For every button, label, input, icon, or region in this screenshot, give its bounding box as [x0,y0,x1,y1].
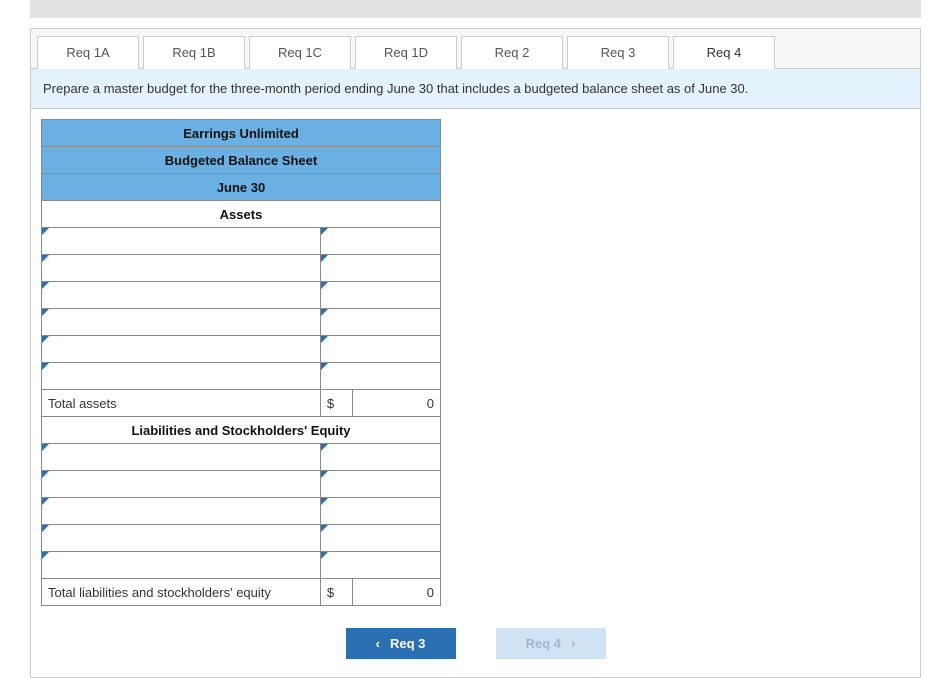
asset-label-input[interactable] [42,363,321,390]
nav-buttons: ‹ Req 3 Req 4 › [31,616,920,677]
asset-amount-input[interactable] [320,309,440,336]
liability-label-input[interactable] [42,498,321,525]
worksheet-area: Earrings Unlimited Budgeted Balance Shee… [31,109,920,616]
page-header-placeholder [30,0,921,18]
total-liabilities-row: Total liabilities and stockholders' equi… [42,579,441,606]
asset-row [42,309,441,336]
total-assets-value: 0 [353,390,441,417]
liability-amount-input[interactable] [320,525,440,552]
tab-req-1d[interactable]: Req 1D [355,36,457,69]
prev-button-label: Req 3 [390,636,425,651]
instruction-text: Prepare a master budget for the three-mo… [31,69,920,109]
liability-amount-input[interactable] [320,471,440,498]
next-button-label: Req 4 [526,636,561,651]
next-button[interactable]: Req 4 › [496,628,606,659]
liability-label-input[interactable] [42,525,321,552]
liability-row [42,471,441,498]
chevron-left-icon: ‹ [376,636,380,651]
liability-row [42,444,441,471]
asset-row [42,282,441,309]
chevron-right-icon: › [571,636,575,651]
company-header: Earrings Unlimited [42,120,441,147]
tab-req-3[interactable]: Req 3 [567,36,669,69]
assets-section-header: Assets [42,201,441,228]
asset-amount-input[interactable] [320,363,440,390]
tab-bar: Req 1A Req 1B Req 1C Req 1D Req 2 Req 3 … [31,29,920,69]
liability-label-input[interactable] [42,471,321,498]
currency-symbol: $ [320,579,352,606]
main-container: Req 1A Req 1B Req 1C Req 1D Req 2 Req 3 … [30,28,921,678]
date-header: June 30 [42,174,441,201]
liability-amount-input[interactable] [320,444,440,471]
asset-label-input[interactable] [42,255,321,282]
asset-label-input[interactable] [42,282,321,309]
tab-req-4[interactable]: Req 4 [673,36,775,69]
total-liabilities-value: 0 [353,579,441,606]
tab-req-2[interactable]: Req 2 [461,36,563,69]
asset-row [42,255,441,282]
asset-label-input[interactable] [42,228,321,255]
asset-amount-input[interactable] [320,282,440,309]
asset-label-input[interactable] [42,336,321,363]
liability-row [42,525,441,552]
asset-amount-input[interactable] [320,255,440,282]
liability-label-input[interactable] [42,552,321,579]
currency-symbol: $ [320,390,352,417]
asset-row [42,336,441,363]
asset-row [42,363,441,390]
liability-amount-input[interactable] [320,552,440,579]
asset-label-input[interactable] [42,309,321,336]
liability-label-input[interactable] [42,444,321,471]
asset-amount-input[interactable] [320,228,440,255]
balance-sheet-table: Earrings Unlimited Budgeted Balance Shee… [41,119,441,606]
liabilities-section-header: Liabilities and Stockholders' Equity [42,417,441,444]
asset-row [42,228,441,255]
tab-req-1c[interactable]: Req 1C [249,36,351,69]
liability-row [42,552,441,579]
total-assets-row: Total assets $ 0 [42,390,441,417]
liability-amount-input[interactable] [320,498,440,525]
total-liabilities-label: Total liabilities and stockholders' equi… [42,579,321,606]
title-header: Budgeted Balance Sheet [42,147,441,174]
total-assets-label: Total assets [42,390,321,417]
prev-button[interactable]: ‹ Req 3 [346,628,456,659]
asset-amount-input[interactable] [320,336,440,363]
tab-req-1b[interactable]: Req 1B [143,36,245,69]
liability-row [42,498,441,525]
tab-req-1a[interactable]: Req 1A [37,36,139,69]
